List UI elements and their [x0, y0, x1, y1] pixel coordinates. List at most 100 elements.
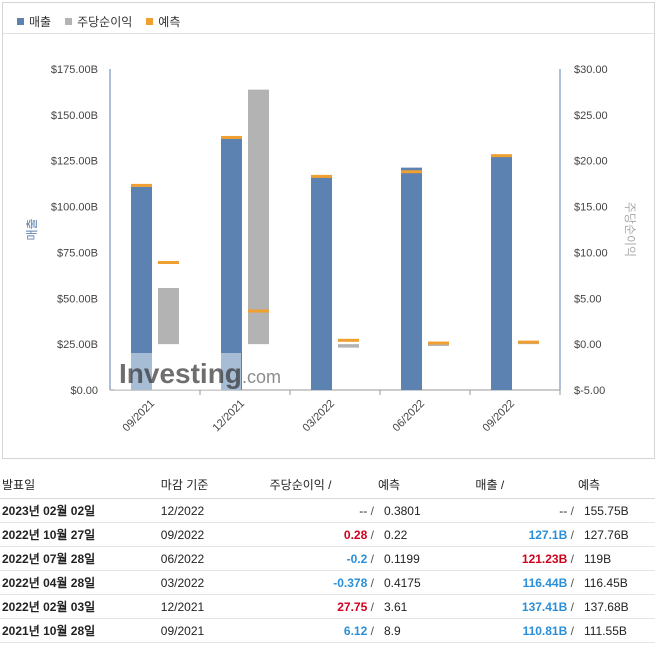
table-row: 2023년 02월 02일 12/2022 -- /0.3801 -- /155.75… [0, 498, 655, 523]
eps-value: 27.75 [337, 599, 368, 614]
revenue-bar [311, 176, 332, 390]
eps-swatch-icon [65, 18, 73, 25]
table-row: 2022년 10월 27일 09/2022 0.28 /0.22 127.1B /12… [0, 522, 655, 547]
revenue-bar [131, 186, 152, 390]
earnings-chart-panel: 매출 주당순이익 예측 $0.00 $25.00B $50.00B $75.00B $1… [2, 2, 655, 459]
revenue-value: 127.1B [528, 527, 568, 542]
row-date: 2022년 04월 28일 [0, 570, 159, 595]
eps-bar [428, 344, 449, 346]
eps-value: 0.28 [343, 527, 368, 542]
legend-item-revenue[interactable]: 매출 [17, 13, 51, 30]
row-date: 2023년 02월 02일 [0, 498, 159, 523]
table-body: 2023년 02월 02일 12/2022 -- /0.3801 -- /155.75… [0, 498, 655, 643]
legend-item-eps[interactable]: 주당순이익 [65, 13, 132, 30]
legend-label: 매출 [29, 15, 52, 29]
row-eps: -0.378 / [267, 570, 376, 595]
revenue-swatch-icon [17, 18, 24, 25]
row-eps: 27.75 / [267, 594, 376, 619]
eps-forecast-marker [338, 338, 359, 342]
legend-label: 예측 [158, 15, 181, 29]
left-tick-label: $0.00 [70, 385, 98, 397]
eps-forecast-marker [158, 261, 179, 265]
revenue-value: 116.44B [522, 575, 568, 590]
x-tick-label: 09/2022 [481, 398, 518, 435]
revenue-bar [221, 137, 242, 390]
revenue-bar [491, 156, 512, 390]
watermark-suffix: .com [242, 367, 281, 387]
row-revenue-forecast: 119B [575, 546, 655, 571]
table-row: 2022년 04월 28일 03/2022 -0.378 /0.4175 116.44… [0, 570, 655, 595]
row-period: 12/2021 [158, 594, 268, 619]
eps-forecast-marker [248, 309, 269, 313]
row-revenue: 121.23B / [473, 546, 576, 571]
right-tick-label: $10.00 [574, 247, 608, 259]
row-revenue-forecast: 111.55B [575, 618, 655, 643]
table-row: 2022년 07월 28일 06/2022 -0.2 /0.1199 121.23B … [0, 546, 655, 571]
row-revenue: 110.81B / [473, 618, 576, 643]
right-tick-label: $25.00 [574, 110, 608, 122]
right-axis-title: 주당순이익 [623, 202, 637, 257]
row-revenue: 127.1B / [473, 522, 576, 547]
header-eps-forecast[interactable]: 예측 [375, 470, 474, 499]
legend-label: 주당순이익 [77, 15, 133, 29]
eps-value: -0.378 [333, 575, 368, 590]
right-tick-label: $-5.00 [574, 385, 605, 397]
revenue-value: 121.23B [521, 551, 568, 566]
revenue-value: 137.41B [521, 599, 568, 614]
row-eps: 0.28 / [267, 522, 376, 547]
header-period[interactable]: 마감 기준 [158, 470, 268, 499]
revenue-forecast-marker [491, 154, 512, 158]
row-eps-forecast: 3.61 [375, 594, 474, 619]
row-revenue-forecast: 137.68B [575, 594, 655, 619]
revenue-forecast-marker [401, 170, 422, 174]
header-date[interactable]: 발표일 [0, 470, 159, 499]
table-row: 2021년 10월 28일 09/2021 6.12 /8.9 110.81B /11… [0, 618, 655, 643]
row-eps-forecast: 0.1199 [375, 546, 474, 571]
revenue-value: 110.81B [522, 623, 568, 638]
row-eps: -- / [267, 498, 376, 523]
row-eps: 6.12 / [267, 618, 376, 643]
row-period: 06/2022 [158, 546, 268, 571]
revenue-forecast-marker [131, 183, 152, 187]
revenue-bar [401, 167, 422, 390]
eps-bar [248, 89, 269, 345]
header-revenue[interactable]: 매출 / [473, 470, 576, 499]
eps-value: 6.12 [343, 623, 368, 638]
row-revenue: 137.41B / [473, 594, 576, 619]
table-row: 2022년 02월 03일 12/2021 27.75 /3.61 137.41B /… [0, 594, 655, 619]
row-period: 03/2022 [158, 570, 268, 595]
row-date: 2022년 07월 28일 [0, 546, 159, 571]
x-tick-label: 12/2021 [211, 398, 248, 435]
legend-divider [3, 33, 654, 34]
watermark-backdrop [115, 353, 241, 390]
left-tick-label: $150.00B [51, 110, 98, 122]
header-revenue-forecast[interactable]: 예측 [575, 470, 655, 499]
row-eps-forecast: 0.4175 [375, 570, 474, 595]
row-eps: -0.2 / [267, 546, 376, 571]
revenue-forecast-marker [311, 174, 332, 178]
left-tick-label: $175.00B [51, 64, 98, 76]
row-date: 2022년 02월 03일 [0, 594, 159, 619]
legend-item-forecast[interactable]: 예측 [146, 13, 180, 30]
chart-plot: $0.00 $25.00B $50.00B $75.00B $100.00B $125.0… [25, 64, 637, 435]
x-tick-label: 06/2022 [391, 398, 428, 435]
left-tick-label: $125.00B [51, 156, 98, 168]
table-header-row: 발표일 마감 기준 주당순이익 / 예측 매출 / 예측 [0, 470, 655, 499]
row-eps-forecast: 0.22 [375, 522, 474, 547]
header-eps[interactable]: 주당순이익 / [267, 470, 376, 499]
left-tick-label: $100.00B [51, 202, 98, 214]
x-tick-label: 03/2022 [301, 398, 338, 435]
eps-value: -0.2 [346, 551, 368, 566]
row-revenue-forecast: 116.45B [575, 570, 655, 595]
revenue-value: -- [559, 503, 568, 518]
row-date: 2022년 10월 27일 [0, 522, 159, 547]
eps-bar [158, 288, 179, 345]
investing-watermark: Investing .com [115, 353, 281, 390]
row-date: 2021년 10월 28일 [0, 618, 159, 643]
row-period: 09/2021 [158, 618, 268, 643]
right-tick-label: $15.00 [574, 202, 608, 214]
row-revenue-forecast: 155.75B [575, 498, 655, 523]
eps-value: -- [359, 503, 368, 518]
row-period: 12/2022 [158, 498, 268, 523]
right-tick-label: $30.00 [574, 64, 608, 76]
